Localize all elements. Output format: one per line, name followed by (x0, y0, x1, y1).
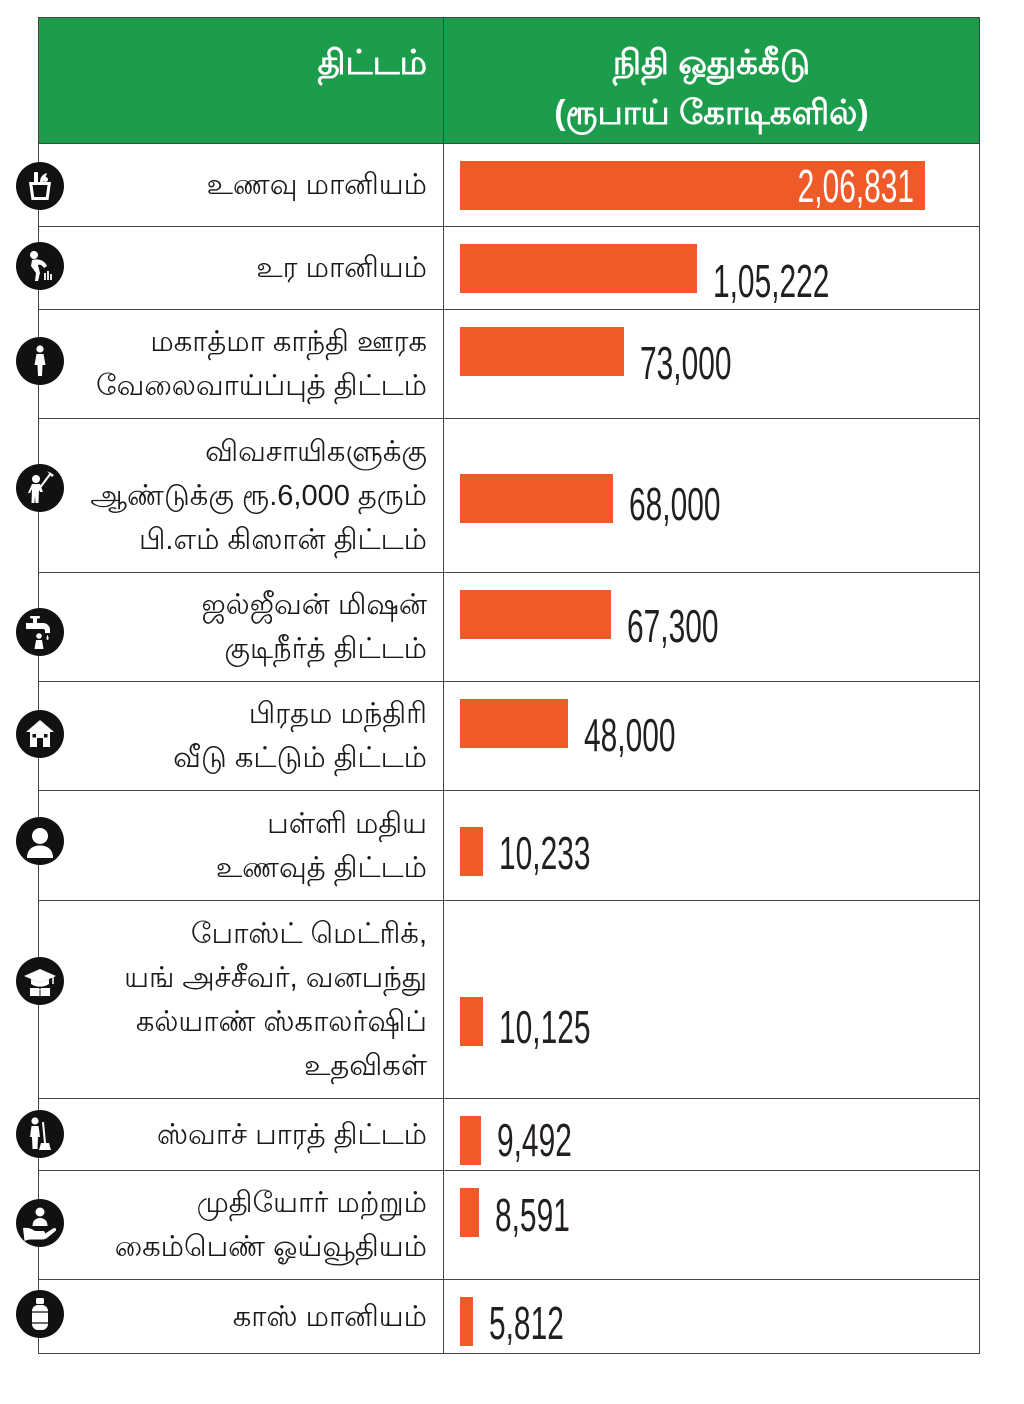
allocation-bar (460, 997, 483, 1046)
allocation-cell: 73,000 (443, 310, 979, 418)
scheme-cell: உர மானியம் (39, 227, 443, 309)
allocation-cell: 9,492 (443, 1099, 979, 1170)
farmer-bending-icon (15, 242, 64, 290)
value-label: 1,05,222 (712, 255, 829, 307)
table-row: காஸ் மானியம் 5,812 (15, 1280, 979, 1354)
header-row: திட்டம் நிதி ஒதுக்கீடு (ரூபாய் கோடிகளில்… (39, 18, 979, 144)
value-label: 9,492 (497, 1114, 573, 1166)
scheme-cell: மகாத்மா காந்தி ஊரக வேலைவாய்ப்புத் திட்டம… (39, 310, 443, 418)
grocery-bag-icon (15, 162, 64, 210)
table-row: போஸ்ட் மெட்ரிக், யங் அச்சீவர், வனபந்து க… (15, 901, 979, 1099)
value-label: 68,000 (628, 478, 721, 530)
graduation-cap-icon (15, 957, 64, 1005)
table-row: விவசாயிகளுக்கு ஆண்டுக்கு ரூ.6,000 தரும் … (15, 419, 979, 573)
pension-hand-icon (15, 1199, 64, 1247)
table-row: மகாத்மா காந்தி ஊரக வேலைவாய்ப்புத் திட்டம… (15, 310, 979, 419)
table-row: ஜல்ஜீவன் மிஷன் குடிநீர்த் திட்டம் 67,300 (15, 573, 979, 682)
scheme-cell: காஸ் மானியம் (39, 1280, 443, 1353)
gas-cylinder-icon (15, 1290, 64, 1338)
value-label: 67,300 (627, 600, 719, 652)
scheme-label: மகாத்மா காந்தி ஊரக வேலைவாய்ப்புத் திட்டம… (96, 326, 427, 402)
allocation-cell: 2,06,831 (443, 144, 979, 226)
value-label: 5,812 (489, 1297, 564, 1349)
scheme-cell: ஸ்வாச் பாரத் திட்டம் (39, 1099, 443, 1170)
scheme-label: உணவு மானியம் (206, 169, 427, 201)
house-icon (15, 710, 64, 758)
scheme-cell: முதியோர் மற்றும் கைம்பெண் ஓய்வூதியம் (39, 1171, 443, 1279)
allocation-cell: 5,812 (443, 1280, 979, 1353)
table-row: பள்ளி மதிய உணவுத் திட்டம் 10,233 (15, 791, 979, 901)
value-label: 2,06,831 (797, 160, 914, 212)
allocation-header-title: நிதி ஒதுக்கீடு (612, 44, 811, 82)
scheme-label: ஸ்வாச் பாரத் திட்டம் (156, 1118, 427, 1151)
scheme-label: ஜல்ஜீவன் மிஷன் குடிநீர்த் திட்டம் (201, 589, 427, 665)
table-body: உணவு மானியம் 2,06,831 உர மானியம் 1,05,222 மக… (15, 144, 979, 1354)
table-row: பிரதம மந்திரி வீடு கட்டும் திட்டம் 48,000 (15, 682, 979, 791)
scheme-cell: விவசாயிகளுக்கு ஆண்டுக்கு ரூ.6,000 தரும் … (39, 419, 443, 572)
scheme-label: விவசாயிகளுக்கு ஆண்டுக்கு ரூ.6,000 தரும் … (90, 435, 427, 556)
value-label: 10,125 (498, 1001, 591, 1053)
scheme-label: காஸ் மானியம் (232, 1300, 427, 1333)
allocation-cell: 10,233 (443, 791, 979, 900)
scheme-label: உர மானியம் (256, 252, 427, 284)
allocation-table: திட்டம் நிதி ஒதுக்கீடு (ரூபாய் கோடிகளில்… (15, 17, 980, 1354)
allocation-cell: 10,125 (443, 901, 979, 1098)
allocation-bar: 2,06,831 (460, 161, 925, 210)
scheme-cell: ஜல்ஜீவன் மிஷன் குடிநீர்த் திட்டம் (39, 573, 443, 681)
table-row: உணவு மானியம் 2,06,831 (15, 144, 979, 227)
value-label: 48,000 (583, 709, 676, 761)
scheme-label: பள்ளி மதிய உணவுத் திட்டம் (215, 807, 427, 884)
table-row: ஸ்வாச் பாரத் திட்டம் 9,492 (15, 1099, 979, 1171)
allocation-bar (460, 327, 625, 376)
scheme-cell: பிரதம மந்திரி வீடு கட்டும் திட்டம் (39, 682, 443, 790)
allocation-bar (460, 1188, 480, 1237)
scheme-cell: உணவு மானியம் (39, 144, 443, 226)
allocation-cell: 48,000 (443, 682, 979, 790)
allocation-bar (460, 1297, 474, 1346)
woman-worker-icon (15, 337, 64, 385)
allocation-cell: 1,05,222 (443, 227, 979, 309)
value-label: 73,000 (640, 337, 732, 389)
scheme-cell: போஸ்ட் மெட்ரிக், யங் அச்சீவர், வனபந்து க… (39, 901, 443, 1098)
allocation-bar (460, 1116, 482, 1165)
allocation-cell: 68,000 (443, 419, 979, 572)
scheme-label: முதியோர் மற்றும் கைம்பெண் ஓய்வூதியம் (114, 1187, 427, 1263)
allocation-cell: 67,300 (443, 573, 979, 681)
allocation-header-unit: (ரூபாய் கோடிகளில்) (554, 94, 869, 132)
scheme-column-header: திட்டம் (317, 44, 427, 82)
value-label: 10,233 (499, 827, 591, 879)
allocation-bar (460, 699, 568, 748)
allocation-bar (460, 827, 483, 876)
allocation-cell: 8,591 (443, 1171, 979, 1279)
allocation-bar (460, 244, 697, 293)
table-row: முதியோர் மற்றும் கைம்பெண் ஓய்வூதியம் 8,59… (15, 1171, 979, 1280)
value-label: 8,591 (495, 1189, 571, 1241)
allocation-bar (460, 474, 613, 523)
table-row: உர மானியம் 1,05,222 (15, 227, 979, 310)
farmer-hoe-icon (15, 464, 64, 512)
scheme-cell: பள்ளி மதிய உணவுத் திட்டம் (39, 791, 443, 900)
allocation-bar (460, 590, 612, 639)
allocation-column-header: நிதி ஒதுக்கீடு (ரூபாய் கோடிகளில்) (443, 18, 979, 143)
child-icon (15, 817, 64, 865)
water-tap-icon (15, 608, 64, 656)
scheme-label: பிரதம மந்திரி வீடு கட்டும் திட்டம் (173, 698, 427, 774)
sweeper-icon (15, 1110, 64, 1158)
scheme-label: போஸ்ட் மெட்ரிக், யங் அச்சீவர், வனபந்து க… (124, 917, 427, 1082)
